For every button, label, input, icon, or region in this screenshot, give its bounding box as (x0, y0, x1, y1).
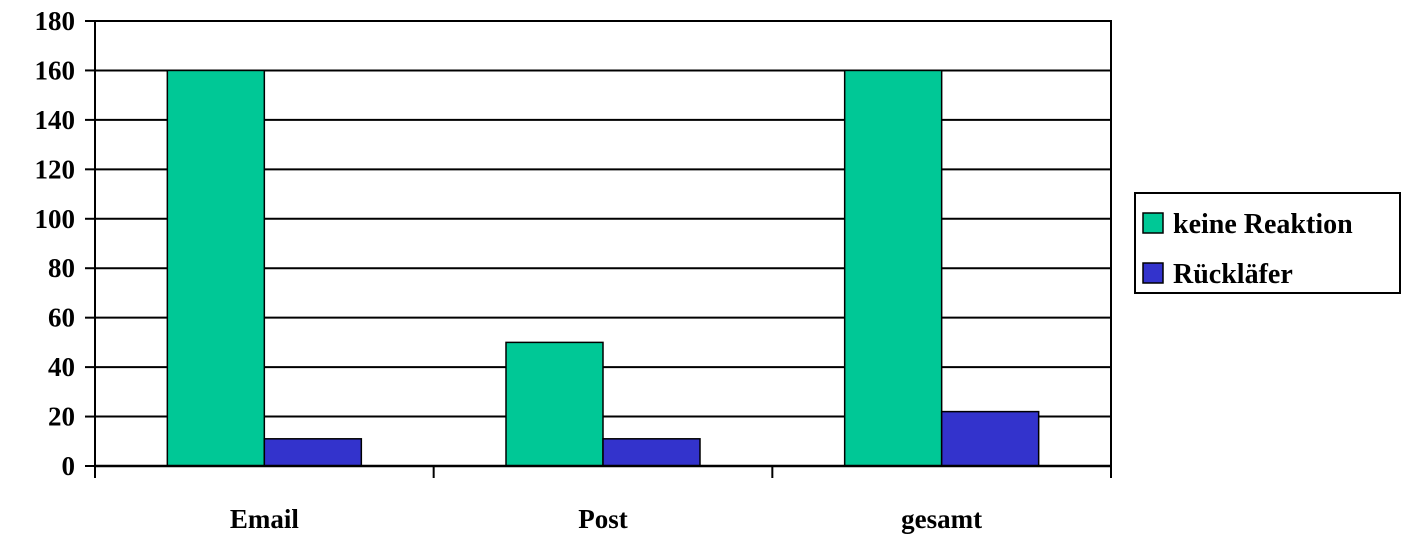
bar-keine-reaktion-gesamt (843, 69, 943, 467)
bar-keine-reaktion-post (505, 341, 604, 467)
y-tick-label: 180 (35, 6, 76, 36)
y-tick-label: 40 (48, 352, 75, 382)
axes (94, 20, 1112, 478)
bar-rueckläufer-gesamt (940, 410, 1040, 467)
bar-rueckläufer-email (263, 438, 363, 467)
x-axis-labels: Email Post gesamt (230, 504, 982, 534)
legend-label: keine Reaktion (1173, 209, 1353, 240)
legend-swatch (1142, 212, 1164, 234)
legend-swatch (1142, 262, 1164, 284)
y-tick-label: 120 (35, 154, 76, 184)
y-tick-label: 60 (48, 303, 75, 333)
bar-keine-reaktion-email (166, 69, 266, 467)
legend-label: Rückläfer (1173, 259, 1293, 290)
x-category-label: Post (578, 504, 628, 534)
y-tick-label: 100 (35, 204, 76, 234)
x-category-label: Email (230, 504, 300, 534)
y-axis-ticks: 0 20 40 60 80 100 120 140 160 180 (35, 6, 95, 481)
y-tick-label: 160 (35, 55, 76, 85)
x-category-label: gesamt (901, 504, 982, 534)
legend: keine Reaktion Rückläfer (1134, 192, 1401, 294)
y-tick-label: 140 (35, 105, 76, 135)
y-tick-label: 0 (62, 451, 76, 481)
bars (166, 69, 1040, 467)
bar-rueckläufer-post (602, 438, 701, 467)
legend-box (1134, 192, 1401, 294)
y-tick-label: 20 (48, 402, 75, 432)
y-tick-label: 80 (48, 253, 75, 283)
